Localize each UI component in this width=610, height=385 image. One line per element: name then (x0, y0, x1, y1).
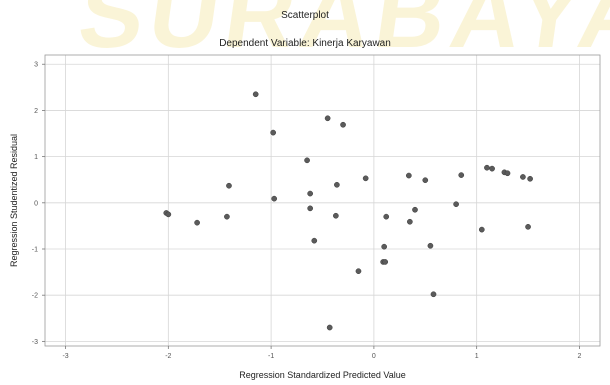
y-tick-label: -3 (32, 339, 38, 346)
data-point (311, 237, 318, 244)
x-axis-label: Regression Standardized Predicted Value (239, 370, 405, 380)
data-point (334, 181, 340, 188)
chart-title: Scatterplot (281, 10, 329, 21)
data-point (478, 226, 485, 233)
data-point (422, 177, 429, 184)
x-tick-label: 2 (577, 353, 581, 360)
data-point (165, 211, 172, 218)
y-tick-label: 3 (34, 62, 38, 69)
chart-subtitle: Dependent Variable: Kinerja Karyawan (219, 38, 391, 49)
data-point (224, 213, 230, 220)
data-point (307, 190, 314, 197)
data-point (271, 195, 278, 202)
y-tick-label: -1 (32, 247, 38, 254)
data-point (333, 212, 339, 219)
x-tick-label: 1 (475, 353, 479, 360)
data-point (484, 164, 490, 171)
data-point (270, 129, 277, 136)
x-tick-label: -2 (165, 353, 171, 360)
data-point (307, 205, 314, 212)
data-point (226, 182, 232, 189)
axis-ticks: -3 -2 -1 0 1 2 3 2 1 0 -1 -2 -3 (32, 62, 582, 360)
data-point (427, 242, 434, 249)
data-point (430, 291, 437, 298)
data-point (362, 175, 369, 182)
data-point (504, 170, 511, 177)
y-tick-label: 0 (34, 200, 38, 207)
data-point (304, 157, 310, 164)
data-point (326, 324, 333, 331)
data-point (252, 91, 259, 98)
data-point (520, 174, 526, 180)
data-point (527, 175, 533, 182)
y-axis-label: Regression Studentized Residual (9, 134, 19, 267)
plot-frame (44, 54, 601, 347)
y-tick-label: -2 (32, 293, 38, 300)
data-point (324, 115, 331, 122)
data-point (525, 223, 531, 230)
x-tick-label: -3 (62, 353, 68, 360)
x-tick-label: -1 (268, 353, 274, 360)
grid-lines (45, 55, 600, 346)
y-tick-label: 2 (34, 108, 38, 115)
data-point (407, 218, 413, 225)
data-point (194, 219, 200, 226)
y-tick-label: 1 (34, 154, 38, 161)
data-point (405, 172, 412, 179)
x-tick-label: 0 (372, 353, 376, 360)
data-point (412, 206, 418, 213)
data-point (382, 259, 389, 265)
data-point (458, 172, 465, 178)
data-point (340, 121, 346, 128)
data-point (355, 268, 362, 275)
data-points (163, 91, 533, 331)
data-point (453, 201, 459, 208)
data-point (383, 213, 390, 220)
data-point (489, 165, 495, 172)
data-point (381, 243, 388, 250)
